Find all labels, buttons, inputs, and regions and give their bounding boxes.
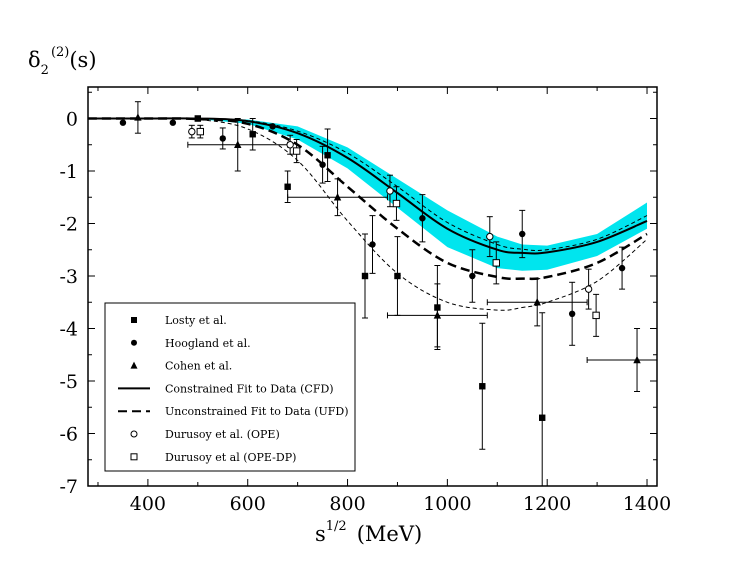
open-circle-point-4 [584,285,593,293]
x-axis-title-tail: (MeV) [357,522,422,546]
legend-label-2: Cohen et al. [165,360,232,373]
filled-square-point-5 [394,272,401,280]
open-square-point-4 [592,311,600,320]
y-axis-title: δ2(2)(s) [28,45,97,78]
x-tick-label-5: 1400 [623,493,671,515]
x-axis-title: s1/2 (MeV) [315,519,422,546]
filled-circle-point-10 [618,264,626,272]
y-tick-label-7: -7 [59,476,78,498]
legend-label-4: Unconstrained Fit to Data (UFD) [165,405,349,418]
filled-circle-point-3 [269,123,276,130]
fit-lines-layer [88,117,648,311]
y-tick-label-2: -2 [59,214,78,236]
filled-square-point-8 [539,414,546,421]
y-tick-label-6: -6 [59,424,78,446]
filled-circle-point-6 [419,215,426,222]
open-circle-point-1 [286,141,294,149]
series-filled-circle [119,119,626,346]
legend-label-0: Losty et al. [165,314,227,327]
y-tick-label-3: -3 [59,266,78,288]
x-tick-label-2: 800 [329,493,365,515]
y-axis-title-sup: (2) [51,45,69,60]
legend-marker-open-square [130,453,138,461]
filled-square-point-4 [361,272,369,280]
plot-frame [87,86,658,487]
open-circle-point-3 [486,232,494,241]
legend-entry-5: Durusoy et al. (OPE) [130,428,280,441]
legend-marker-filled-circle [131,339,137,346]
y-axis-title-sub: 2 [41,63,49,78]
legend-entry-3: Constrained Fit to Data (CFD) [118,382,334,395]
fit-line-0 [88,117,648,255]
legend-entry-1: Hoogland et al. [131,337,251,350]
series-open-circle [188,124,593,310]
y-tick-label-0: 0 [66,109,78,131]
open-square-point-1 [292,147,301,155]
legend-marker-filled-triangle [130,361,138,369]
axis-ticks-layer: 400 600 800 1000 1200 1400 0 -1 -2 -3 -4 -5 -6 -7 [59,87,671,515]
legend-entry-6: Durusoy et al (OPE-DP) [130,451,296,464]
series-filled-triangle [134,101,657,392]
open-circle-point-2 [386,187,394,195]
filled-circle-point-5 [369,241,376,248]
legend-entries: Losty et al. Hoogland et al. Cohen et al. C… [118,314,349,464]
x-tick-label-1: 600 [230,493,266,515]
x-tick-label-3: 1000 [423,493,471,515]
filled-triangle-point-4 [533,298,541,306]
fit-line-2 [88,117,648,311]
filled-triangle-point-3 [433,311,442,319]
legend-box [104,302,356,472]
x-axis-title-sup: 1/2 [326,519,347,534]
filled-circle-point-4 [319,161,326,168]
open-circle-point-0 [188,127,196,136]
y-tick-label-4: -4 [59,319,78,341]
filled-circle-point-8 [519,230,526,238]
filled-triangle-point-1 [234,140,242,148]
legend-label-6: Durusoy et al (OPE-DP) [165,451,296,464]
filled-circle-point-2 [219,135,226,142]
fit-line-1 [88,117,648,281]
legend: Losty et al. Hoogland et al. Cohen et al. C… [104,302,356,472]
open-square-point-2 [392,199,401,208]
y-axis-title-tail: (s) [69,48,96,72]
y-tick-label-1: -1 [59,161,78,183]
series-open-square [196,124,600,337]
filled-circle-point-7 [469,272,476,280]
band-layer [88,118,647,271]
filled-square-point-7 [479,383,486,390]
x-tick-label-0: 400 [130,493,166,515]
legend-entry-2: Cohen et al. [130,360,232,373]
legend-entry-4: Unconstrained Fit to Data (UFD) [118,405,349,418]
filled-square-errorbar-8 [539,312,546,486]
filled-circle-point-0 [119,119,127,126]
filled-circle-point-9 [568,310,576,317]
filled-square-point-3 [324,152,331,159]
y-tick-label-5: -5 [59,371,78,393]
filled-circle-point-1 [169,119,177,126]
open-square-point-3 [492,259,500,267]
filled-square-point-1 [249,131,256,138]
data-points-layer [119,101,657,486]
filled-triangle-point-0 [134,113,142,121]
legend-entry-0: Losty et al. [131,314,227,327]
legend-label-5: Durusoy et al. (OPE) [165,428,280,441]
uncertainty-band [88,118,647,271]
filled-triangle-point-5 [633,355,641,364]
filled-triangle-point-2 [333,193,342,201]
legend-label-3: Constrained Fit to Data (CFD) [165,382,334,395]
x-axis-title-main: s [315,522,326,546]
legend-marker-filled-square [131,317,137,323]
legend-marker-open-circle [130,430,138,438]
open-square-point-0 [196,127,205,136]
y-axis-title-main: δ [28,48,41,72]
legend-label-1: Hoogland et al. [165,337,251,350]
filled-square-point-0 [194,115,202,122]
fit-line-3 [88,117,648,252]
x-tick-label-4: 1200 [523,493,571,515]
filled-square-point-2 [284,183,291,190]
